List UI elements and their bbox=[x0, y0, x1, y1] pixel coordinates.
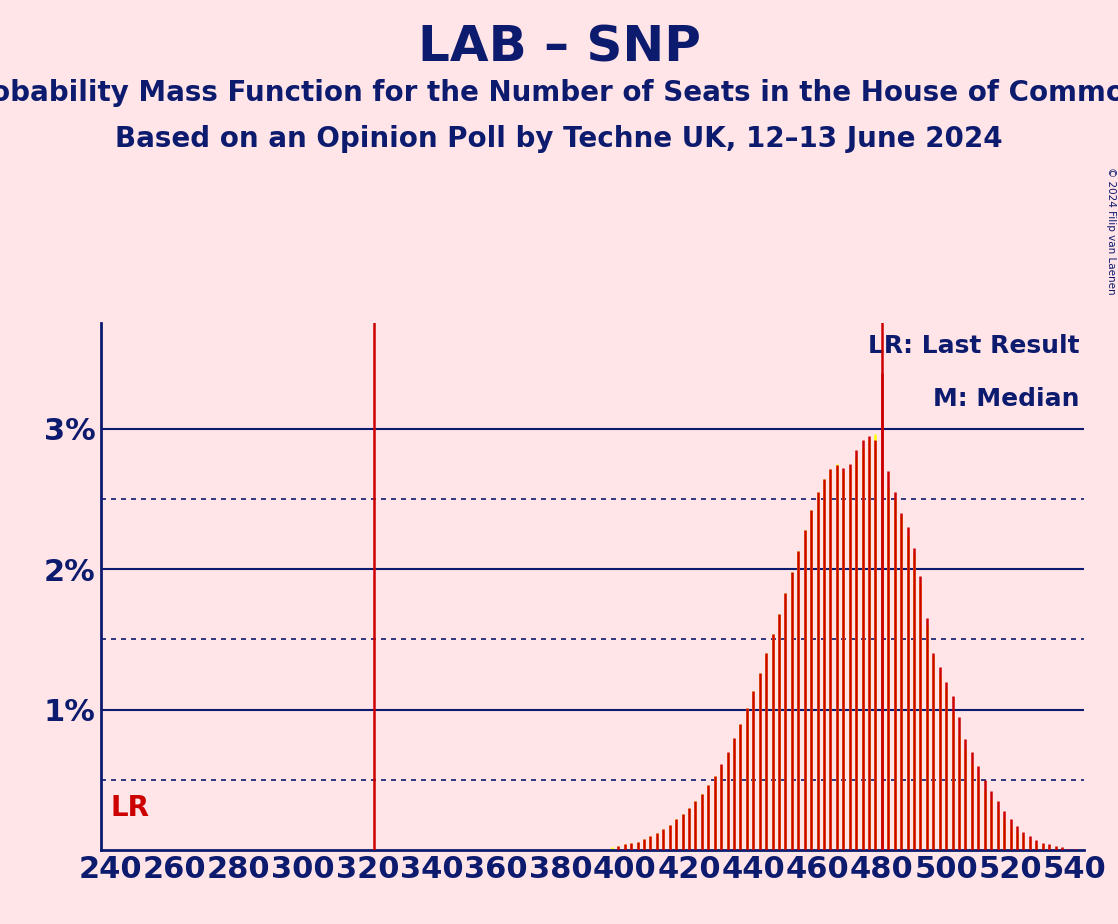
Text: Based on an Opinion Poll by Techne UK, 12–13 June 2024: Based on an Opinion Poll by Techne UK, 1… bbox=[115, 125, 1003, 152]
Text: LAB – SNP: LAB – SNP bbox=[417, 23, 701, 71]
Text: LR: LR bbox=[111, 794, 150, 822]
Text: M: Median: M: Median bbox=[934, 386, 1080, 410]
Text: Probability Mass Function for the Number of Seats in the House of Commons: Probability Mass Function for the Number… bbox=[0, 79, 1118, 106]
Text: © 2024 Filip van Laenen: © 2024 Filip van Laenen bbox=[1106, 167, 1116, 295]
Text: LR: Last Result: LR: Last Result bbox=[868, 334, 1080, 358]
